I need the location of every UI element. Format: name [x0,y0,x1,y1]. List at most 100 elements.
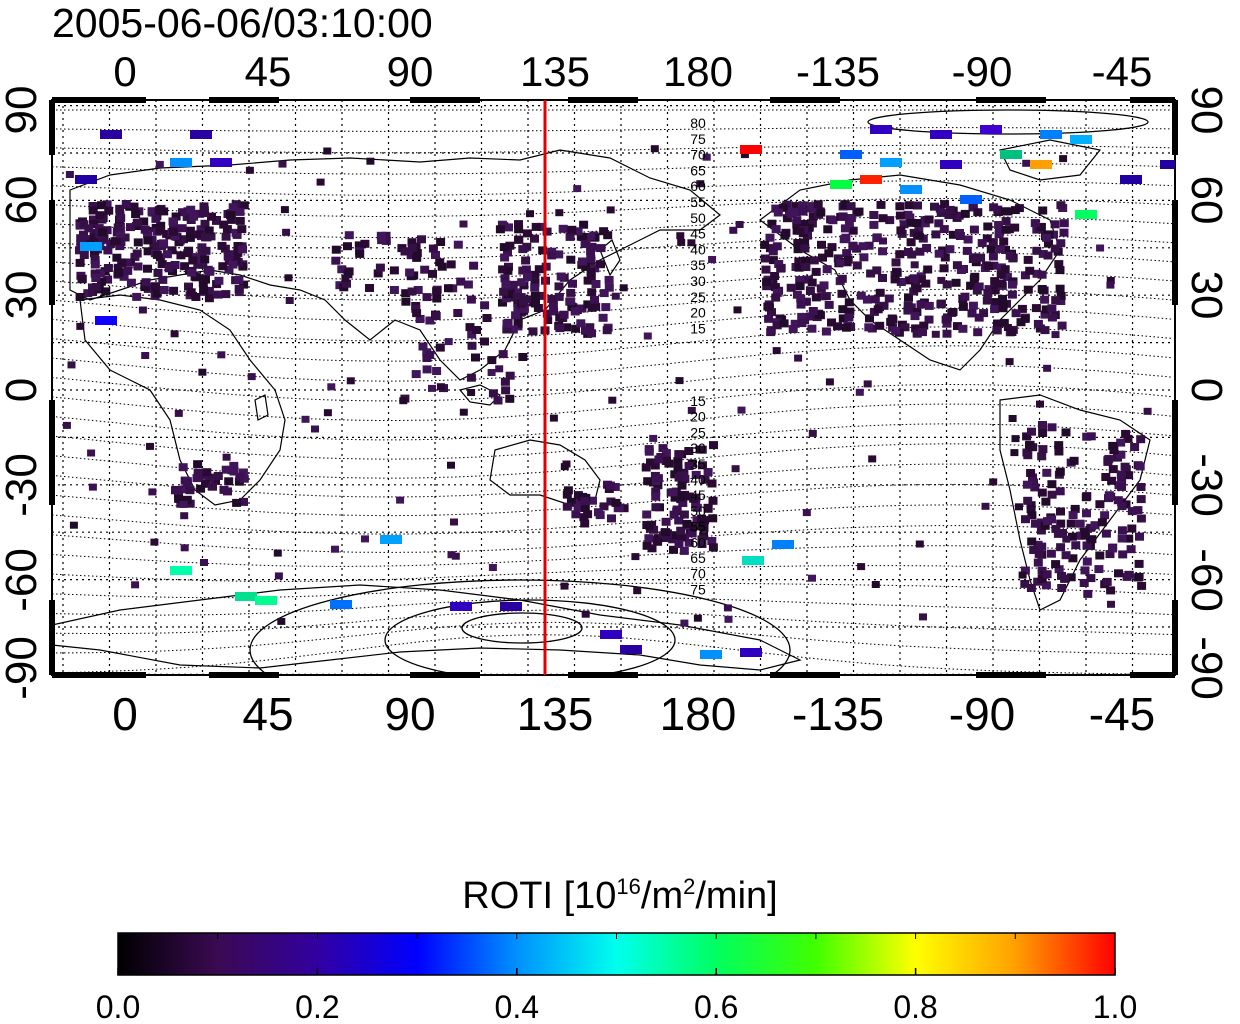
roti-cell [1036,400,1044,408]
top-lon-tick-label: 90 [387,48,434,95]
roti-cell [796,227,805,235]
roti-cell [771,293,781,302]
roti-cell [361,535,369,543]
roti-cell [116,229,126,238]
roti-cell [224,477,234,486]
roti-cell [988,252,998,261]
roti-cell [1020,314,1030,323]
roti-cell [958,302,968,311]
roti-cell [1100,511,1110,520]
roti-cell [188,256,198,265]
roti-cell [311,425,319,433]
roti-cell [798,207,808,216]
roti-cell [798,201,808,210]
frame-tick [1172,600,1178,675]
roti-cell [816,208,826,217]
roti-cell [355,249,365,258]
roti-cell [65,171,74,178]
roti-cell [646,458,655,467]
roti-cell [152,289,162,298]
roti-cell-high [940,160,962,169]
roti-cell [523,273,532,281]
roti-cell [1075,531,1085,540]
roti-cell [186,288,196,297]
roti-cell [809,256,819,265]
roti-cell [871,581,880,588]
roti-cell [1101,529,1111,538]
roti-cell [140,283,150,292]
roti-cell [606,497,616,506]
roti-cell [684,462,694,470]
roti-cell [1050,220,1060,229]
roti-cell [673,464,683,473]
roti-cell [1008,254,1018,263]
roti-cell [1068,554,1078,563]
roti-cell [619,284,628,292]
bottom-lon-tick-label: -90 [949,688,1015,740]
roti-cell [610,483,620,491]
roti-cell [504,223,513,232]
roti-cell [196,225,206,234]
roti-cell [869,211,879,219]
roti-cell [76,322,85,330]
bottom-lon-tick-label: 135 [517,688,594,740]
roti-cell [459,408,468,416]
roti-cell-high [95,316,117,325]
roti-cell [463,280,473,289]
roti-cell [456,277,466,286]
roti-cell [531,222,541,231]
roti-cell [198,368,207,376]
roti-cell [235,472,245,481]
roti-cell [672,505,682,514]
roti-cell [90,260,100,269]
roti-cell [331,545,339,553]
roti-cell [936,300,946,309]
roti-cell [1080,531,1090,540]
roti-cell [822,265,832,274]
roti-cell [924,315,934,324]
roti-cell [1042,468,1052,477]
roti-cell [698,461,707,470]
roti-cell [1029,546,1039,554]
roti-cell [859,253,869,262]
roti-cell [674,516,684,525]
roti-cell [1036,526,1046,535]
roti-cell [827,318,836,327]
roti-cell [966,281,976,290]
roti-cell [432,294,442,303]
roti-cell [1025,266,1035,275]
roti-cell [547,295,557,303]
roti-cell [801,263,811,271]
roti-cell [828,216,838,225]
roti-cell [968,203,978,212]
roti-cell [139,217,149,226]
roti-cell [703,468,713,476]
roti-cell [1101,473,1111,481]
roti-cell [885,216,895,225]
roti-cell [566,297,576,306]
roti-cell [179,500,188,508]
roti-cell [1036,222,1046,231]
roti-cell [548,299,558,308]
roti-cell [1007,290,1017,299]
roti-cell [772,321,782,330]
roti-cell [930,202,939,211]
roti-cell [791,202,801,211]
frame-tick [568,97,638,103]
roti-cell [162,250,172,259]
roti-cell [518,266,528,275]
roti-cell [117,258,127,267]
roti-cell [436,383,445,391]
roti-cell [796,300,806,309]
roti-cell [196,484,206,493]
frame-tick [1172,400,1178,505]
roti-cell [466,373,476,382]
roti-cell [91,269,101,278]
roti-cell [95,211,105,220]
roti-cell-high [1040,130,1062,139]
roti-cell [979,309,989,318]
roti-cell [944,211,954,220]
roti-cell [1034,549,1044,558]
roti-cell [1040,521,1050,530]
frame-tick [49,400,55,505]
